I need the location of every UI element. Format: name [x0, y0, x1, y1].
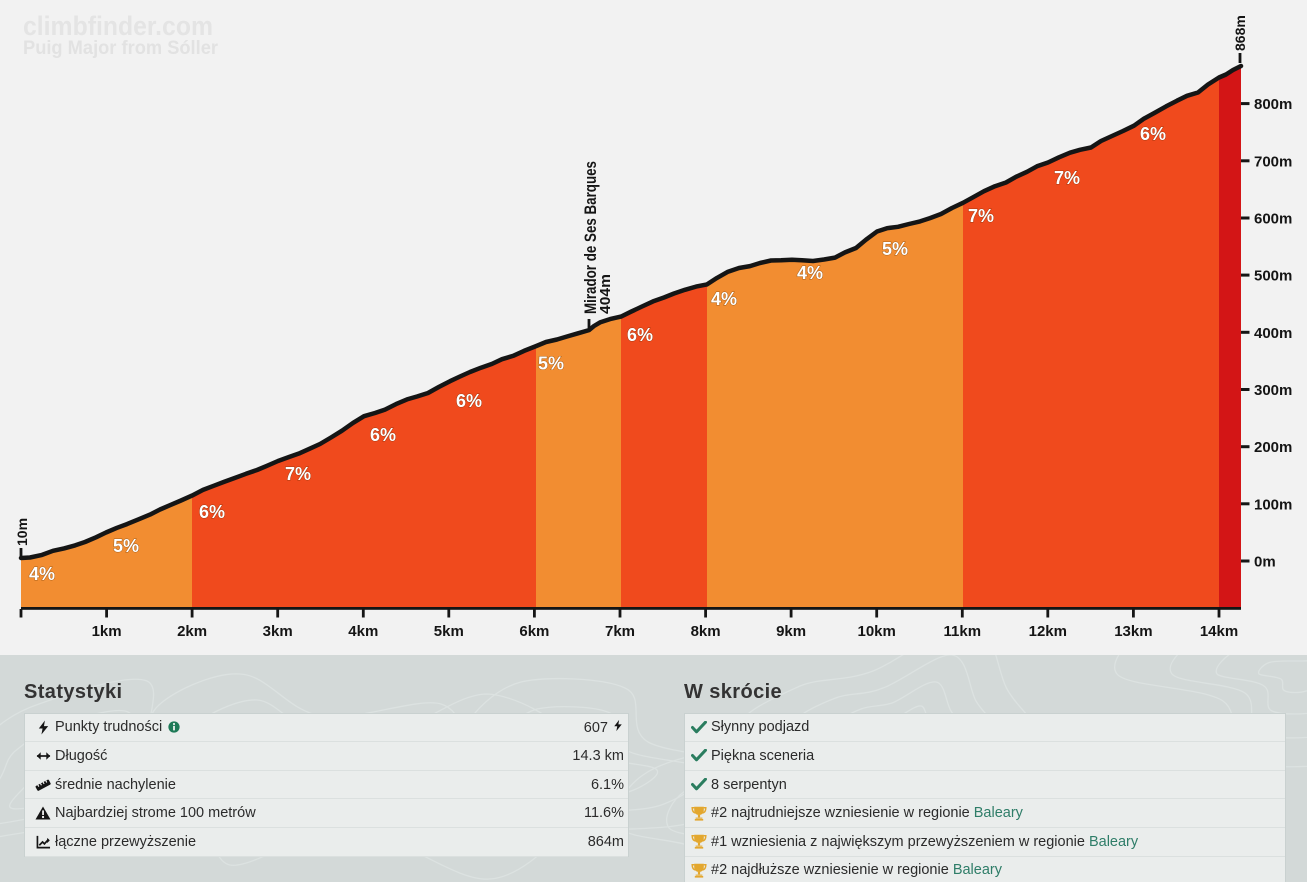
- svg-text:6%: 6%: [456, 391, 482, 411]
- svg-text:500m: 500m: [1254, 268, 1292, 285]
- svg-text:climbfinder.com: climbfinder.com: [23, 11, 213, 41]
- svg-text:600m: 600m: [1254, 211, 1292, 228]
- svg-text:8km: 8km: [691, 623, 721, 640]
- svg-text:4%: 4%: [29, 564, 55, 584]
- svg-text:Mirador de Ses Barques: Mirador de Ses Barques: [582, 161, 600, 314]
- svg-text:5km: 5km: [434, 623, 464, 640]
- svg-text:7km: 7km: [605, 623, 635, 640]
- svg-text:2km: 2km: [177, 623, 207, 640]
- svg-text:5%: 5%: [113, 536, 139, 556]
- svg-text:14km: 14km: [1200, 623, 1238, 640]
- svg-text:4%: 4%: [797, 263, 823, 283]
- svg-text:1km: 1km: [92, 623, 122, 640]
- svg-text:Puig Major from Sóller: Puig Major from Sóller: [23, 38, 219, 59]
- svg-text:4km: 4km: [348, 623, 378, 640]
- svg-text:9km: 9km: [776, 623, 806, 640]
- svg-text:10km: 10km: [858, 623, 896, 640]
- svg-text:300m: 300m: [1254, 382, 1292, 399]
- svg-text:404m: 404m: [597, 274, 614, 314]
- svg-text:700m: 700m: [1254, 153, 1292, 170]
- svg-text:7%: 7%: [285, 464, 311, 484]
- svg-text:6%: 6%: [627, 325, 653, 345]
- svg-text:6%: 6%: [199, 502, 225, 522]
- svg-text:5%: 5%: [882, 239, 908, 259]
- svg-text:13km: 13km: [1114, 623, 1152, 640]
- svg-text:0m: 0m: [1254, 554, 1276, 571]
- svg-text:200m: 200m: [1254, 439, 1292, 456]
- svg-text:7%: 7%: [1054, 168, 1080, 188]
- svg-text:10m: 10m: [14, 518, 30, 546]
- svg-text:6%: 6%: [1140, 124, 1166, 144]
- svg-text:7%: 7%: [968, 206, 994, 226]
- svg-text:12km: 12km: [1029, 623, 1067, 640]
- svg-text:3km: 3km: [263, 623, 293, 640]
- svg-text:6km: 6km: [519, 623, 549, 640]
- svg-text:400m: 400m: [1254, 325, 1292, 342]
- svg-text:5%: 5%: [538, 354, 564, 374]
- svg-text:868m: 868m: [1232, 15, 1248, 51]
- svg-text:11km: 11km: [944, 623, 982, 640]
- svg-text:100m: 100m: [1254, 496, 1292, 513]
- svg-text:800m: 800m: [1254, 96, 1292, 113]
- svg-text:6%: 6%: [370, 425, 396, 445]
- svg-text:4%: 4%: [711, 289, 737, 309]
